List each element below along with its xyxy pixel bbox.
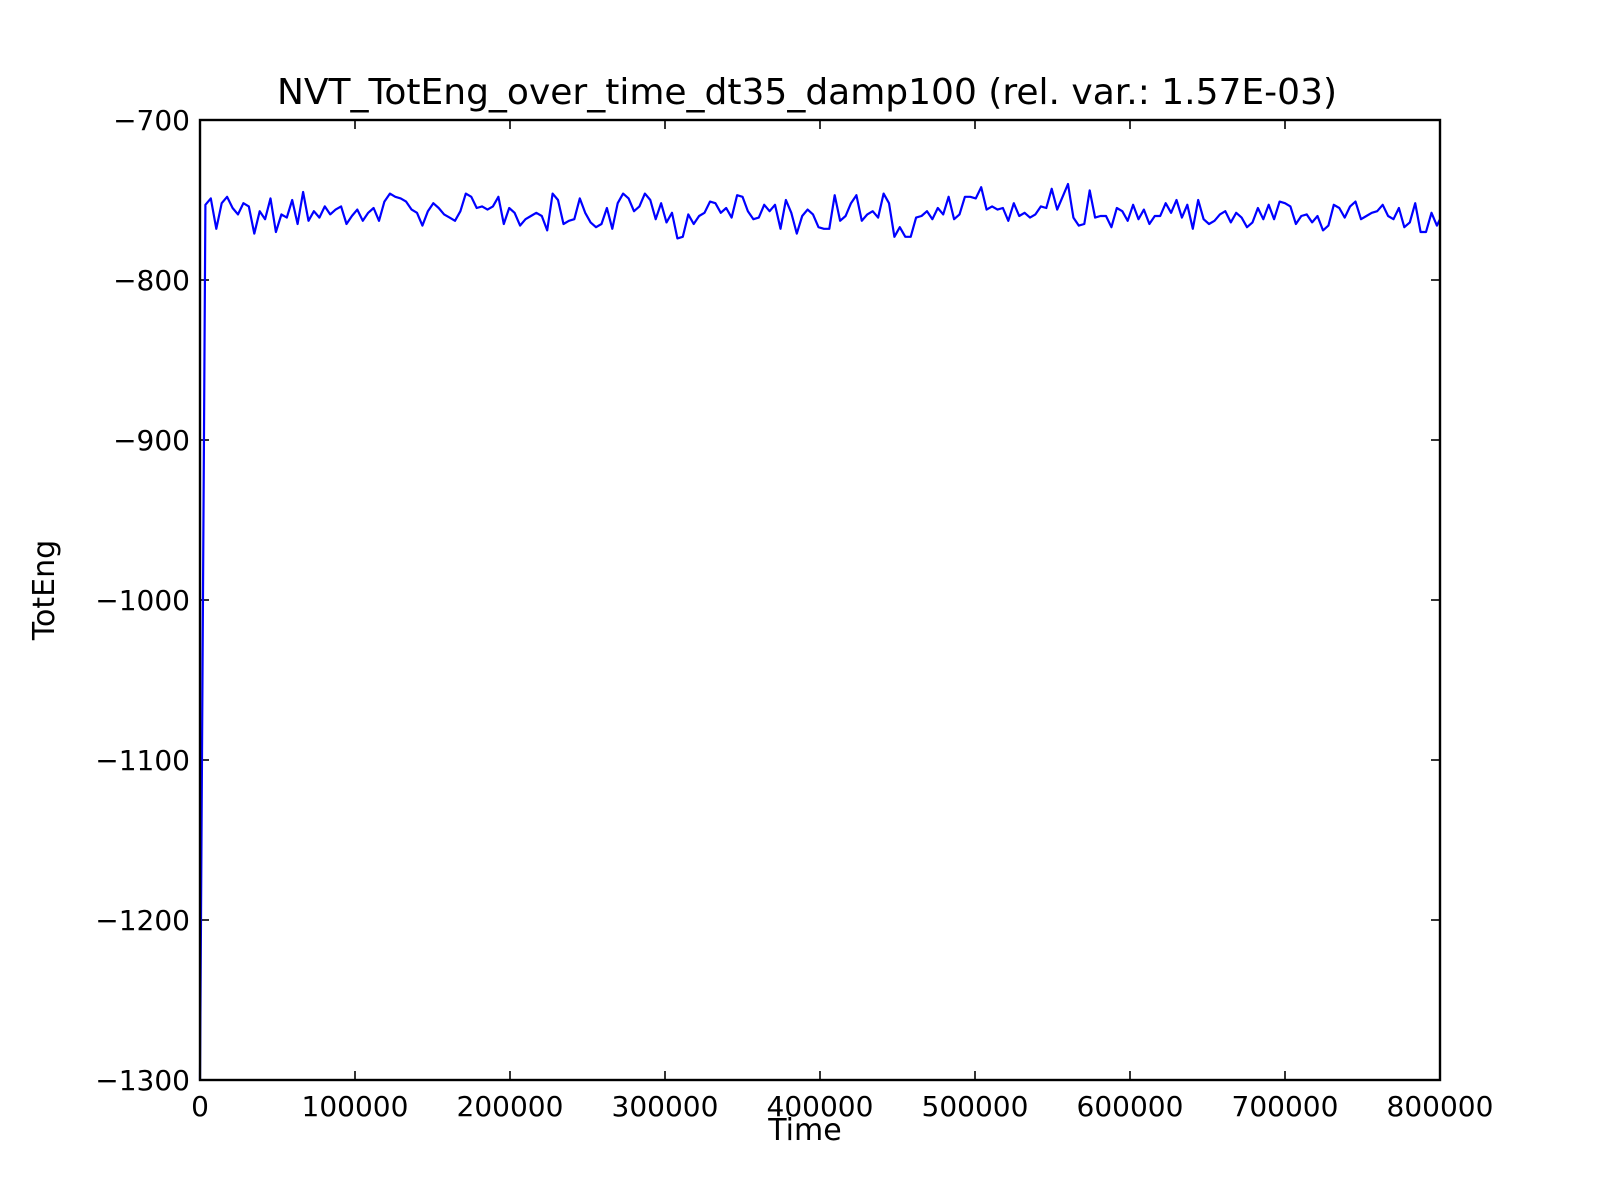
y-tick-label: −1200 xyxy=(95,904,190,937)
x-tick-label: 0 xyxy=(191,1090,209,1123)
x-tick-label: 400000 xyxy=(767,1090,874,1123)
y-tick-label: −1300 xyxy=(95,1064,190,1097)
y-tick-label: −900 xyxy=(113,424,190,457)
x-tick-label: 200000 xyxy=(457,1090,564,1123)
y-axis-label: TotEng xyxy=(27,540,62,641)
y-tick-label: −700 xyxy=(113,104,190,137)
x-axis-label: Time xyxy=(767,1113,841,1148)
y-tick-label: −800 xyxy=(113,264,190,297)
x-tick-label: 500000 xyxy=(922,1090,1029,1123)
series-line xyxy=(198,182,1441,1081)
x-tick-label: 100000 xyxy=(302,1090,409,1123)
y-axis-ticks: −700 −800 −900 −1000 −1100 −1200 −1300 xyxy=(95,104,1440,1097)
plot-frame xyxy=(198,118,1442,1082)
x-tick-label: 600000 xyxy=(1077,1090,1184,1123)
y-tick-label: −1000 xyxy=(95,584,190,617)
x-tick-label: 800000 xyxy=(1387,1090,1494,1123)
x-tick-label: 300000 xyxy=(612,1090,719,1123)
chart-title: NVT_TotEng_over_time_dt35_damp100 (rel. … xyxy=(277,72,1337,113)
y-tick-label: −1100 xyxy=(95,744,190,777)
x-axis-ticks: 0 100000 200000 300000 400000 500000 600000 700… xyxy=(191,120,1493,1123)
x-tick-label: 700000 xyxy=(1232,1090,1339,1123)
